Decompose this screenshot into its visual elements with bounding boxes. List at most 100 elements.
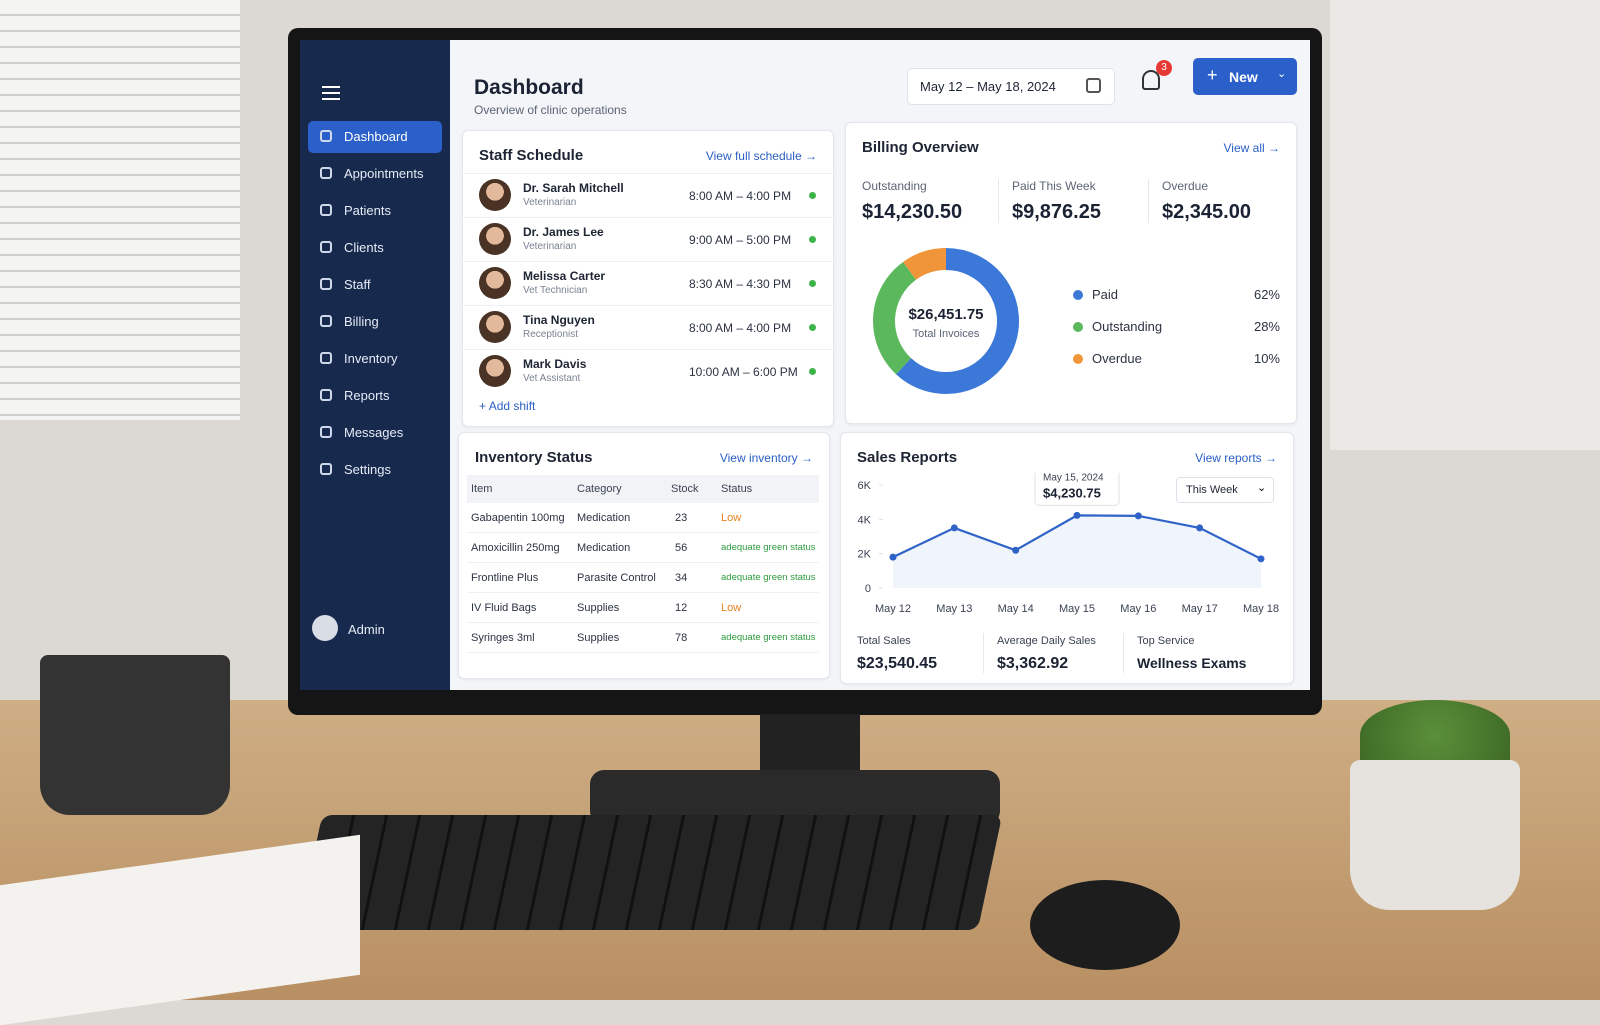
keyboard bbox=[297, 815, 1003, 930]
notification-badge: 3 bbox=[1156, 60, 1172, 76]
staff-role: Vet Assistant bbox=[523, 373, 581, 384]
avatar bbox=[479, 311, 511, 343]
x-tick-label: May 13 bbox=[936, 603, 972, 615]
stat-value: $14,230.50 bbox=[862, 201, 963, 223]
nav-item[interactable]: Appointments bbox=[308, 158, 442, 190]
menu-button[interactable] bbox=[322, 86, 340, 100]
y-tick-label: 6K bbox=[858, 480, 872, 492]
staff-role: Veterinarian bbox=[523, 197, 577, 208]
stat-divider bbox=[1123, 633, 1124, 673]
staff-role: Receptionist bbox=[523, 329, 579, 340]
main: Dashboard Overview of clinic operations … bbox=[450, 40, 1310, 690]
page-title: Dashboard bbox=[474, 76, 584, 99]
card-title: Sales Reports bbox=[857, 449, 958, 466]
row-divider bbox=[467, 652, 819, 653]
card-link[interactable]: View inventory bbox=[720, 451, 813, 465]
calendar-icon bbox=[1086, 78, 1101, 93]
user-name[interactable]: Admin bbox=[348, 622, 385, 637]
status-cell: Low bbox=[721, 512, 742, 524]
plus-icon: + bbox=[1207, 65, 1218, 85]
donut-center-label: Total Invoices bbox=[913, 328, 980, 340]
nav-item[interactable]: Messages bbox=[308, 417, 442, 449]
point bbox=[1196, 524, 1204, 532]
nav-item[interactable]: Patients bbox=[308, 195, 442, 227]
table-cell: Amoxicillin 250mg bbox=[471, 542, 560, 554]
row-divider bbox=[463, 217, 833, 218]
point bbox=[1257, 555, 1265, 563]
row-divider bbox=[467, 592, 819, 593]
page: Clinic Dashboard {"sidebar": {"items": [… bbox=[0, 0, 1600, 1000]
staff-hours: 10:00 AM – 6:00 PM bbox=[689, 365, 798, 379]
plant-pot bbox=[1350, 760, 1520, 910]
table-cell: 56 bbox=[675, 542, 688, 554]
nav-item[interactable]: Staff bbox=[308, 269, 442, 301]
status-dot bbox=[809, 192, 816, 199]
stat-label: Outstanding bbox=[862, 179, 927, 193]
x-tick-label: May 15 bbox=[1059, 603, 1095, 615]
staff-name: Dr. James Lee bbox=[523, 225, 604, 239]
notification-bell[interactable] bbox=[1142, 70, 1160, 90]
nav-item[interactable]: Billing bbox=[308, 306, 442, 338]
legend-label: Paid bbox=[1092, 287, 1118, 302]
point bbox=[1134, 512, 1142, 520]
card-link[interactable]: View reports bbox=[1195, 451, 1277, 465]
legend-swatch bbox=[1073, 354, 1083, 364]
point bbox=[1012, 546, 1020, 554]
staff-hours: 8:00 AM – 4:00 PM bbox=[689, 189, 792, 203]
legend-value: 28% bbox=[1254, 319, 1280, 334]
chevron: ⌄ bbox=[1257, 482, 1267, 494]
scene: Admin Dashboard Appointments Patients Clien… bbox=[0, 0, 1600, 1000]
stat-divider bbox=[983, 633, 984, 673]
donut-chart: Paid 62% Outstanding 28% Overdue 10% $26,451.7… bbox=[873, 248, 1280, 394]
page-subtitle: Overview of clinic operations bbox=[474, 103, 627, 117]
stat-value: $9,876.25 bbox=[1012, 201, 1101, 223]
staff-name: Tina Nguyen bbox=[523, 313, 595, 327]
nav-item[interactable]: Clients bbox=[308, 232, 442, 264]
table-cell: Parasite Control bbox=[577, 572, 656, 584]
staff-card: Staff Schedule View full schedule + Add … bbox=[462, 130, 834, 427]
legend-value: 10% bbox=[1254, 351, 1280, 366]
point bbox=[889, 553, 897, 561]
row-divider bbox=[467, 532, 819, 533]
staff-name: Melissa Carter bbox=[523, 269, 606, 283]
new-button[interactable]: + New ⌄ bbox=[1193, 58, 1297, 95]
stat-label: Total Sales bbox=[857, 635, 911, 647]
date-picker[interactable]: May 12 – May 18, 2024 bbox=[907, 68, 1115, 105]
window-blinds bbox=[0, 0, 240, 420]
status-dot bbox=[809, 280, 816, 287]
card-link[interactable]: View full schedule bbox=[706, 149, 817, 163]
point bbox=[950, 524, 958, 532]
screen: Admin Dashboard Appointments Patients Clien… bbox=[300, 40, 1310, 690]
status-cell: adequate green status bbox=[721, 572, 816, 583]
table-cell: 34 bbox=[675, 572, 688, 584]
legend-label: Outstanding bbox=[1092, 319, 1162, 334]
table-cell: Medication bbox=[577, 512, 631, 524]
nav-item[interactable]: Inventory bbox=[308, 343, 442, 375]
chevron: ⌄ bbox=[1277, 68, 1287, 80]
column-header: Item bbox=[471, 483, 493, 495]
inventory-card: Inventory Status View inventory Item Cate… bbox=[458, 432, 830, 679]
stat-value: $23,540.45 bbox=[857, 655, 938, 672]
x-tick-label: May 12 bbox=[875, 603, 911, 615]
date-range: May 12 – May 18, 2024 bbox=[920, 79, 1056, 94]
status-cell: adequate green status bbox=[721, 632, 816, 643]
period-dropdown[interactable]: This Week ⌄ bbox=[1176, 477, 1274, 503]
tooltip bbox=[1034, 473, 1120, 506]
nav-item[interactable]: Dashboard bbox=[308, 121, 442, 153]
avatar bbox=[479, 267, 511, 299]
add-shift[interactable]: + Add shift bbox=[479, 399, 535, 413]
plant bbox=[1360, 700, 1510, 770]
sales-card: Sales Reports View reports This Week ⌄ 0… bbox=[840, 432, 1294, 684]
x-tick-label: May 14 bbox=[998, 603, 1034, 615]
status-dot bbox=[809, 368, 816, 375]
legend-value: 62% bbox=[1254, 287, 1280, 302]
table-cell: Gabapentin 100mg bbox=[471, 512, 565, 524]
nav-item[interactable]: Settings bbox=[308, 454, 442, 486]
table-cell: IV Fluid Bags bbox=[471, 602, 537, 614]
sidebar: Admin Dashboard Appointments Patients Clien… bbox=[300, 40, 450, 690]
table-cell: Supplies bbox=[577, 602, 620, 614]
card-link[interactable]: View all bbox=[1224, 141, 1280, 155]
card-title: Staff Schedule bbox=[479, 147, 584, 164]
nav-item[interactable]: Reports bbox=[308, 380, 442, 412]
mouse bbox=[1030, 880, 1180, 970]
